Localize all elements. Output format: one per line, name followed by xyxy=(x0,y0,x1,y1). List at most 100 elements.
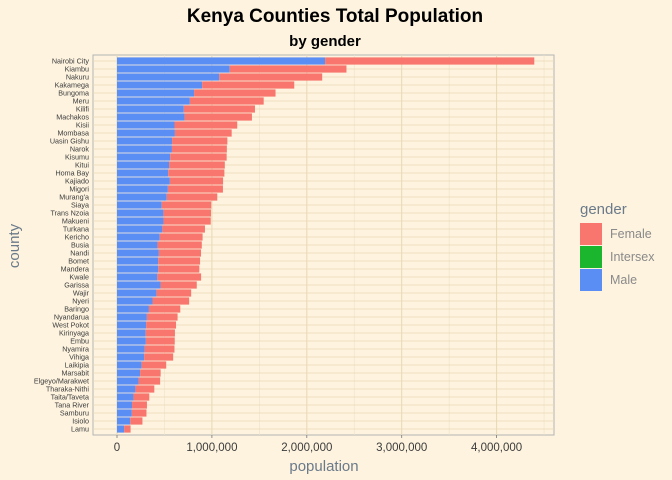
county-tick-label: Turkana xyxy=(63,225,89,234)
county-tick-label: Tana River xyxy=(55,401,90,410)
legend-items: Female Intersex Male xyxy=(580,223,655,291)
legend-title: gender xyxy=(580,201,627,218)
county-tick-labels: Nairobi CityKiambuNakuruKakamegaBungomaM… xyxy=(34,57,90,434)
legend-key-intersex xyxy=(580,246,602,268)
bar-female xyxy=(131,409,147,417)
bar-female xyxy=(124,425,131,433)
legend-key-male xyxy=(580,269,602,291)
county-tick-label: Kirinyaga xyxy=(59,329,89,338)
county-tick-label: Trans Nzoia xyxy=(51,209,89,218)
bar-male xyxy=(117,217,164,225)
bar-male xyxy=(117,353,145,361)
county-tick-label: Siaya xyxy=(71,201,89,210)
county-tick-label: Elgeyo/Marakwet xyxy=(34,377,89,386)
bar-female xyxy=(229,65,347,73)
bar-male xyxy=(117,193,167,201)
bar-female xyxy=(157,273,202,281)
bar-female xyxy=(168,169,225,177)
bar-male xyxy=(117,73,220,81)
bar-female xyxy=(145,337,175,345)
bar-female xyxy=(169,161,225,169)
bar-male xyxy=(117,361,142,369)
chart-title: Kenya Counties Total Population xyxy=(187,6,483,27)
bar-female xyxy=(132,401,147,409)
legend-key-female xyxy=(580,223,602,245)
bar-female xyxy=(219,73,323,81)
bar-male xyxy=(117,369,141,377)
bar-male xyxy=(117,417,131,425)
bar-female xyxy=(141,361,167,369)
county-tick-label: Samburu xyxy=(60,409,89,418)
bar-male xyxy=(117,113,185,121)
bar-female xyxy=(174,129,232,137)
bar-male xyxy=(117,305,149,313)
county-tick-label: Narok xyxy=(70,145,90,154)
bar-female xyxy=(170,153,227,161)
bar-female xyxy=(169,177,224,185)
county-tick-label: Bomet xyxy=(68,257,89,266)
bar-male xyxy=(117,209,164,217)
bar-male xyxy=(117,281,161,289)
bar-male xyxy=(117,345,145,353)
county-tick-label: West Pokot xyxy=(52,321,89,330)
bar-male xyxy=(117,249,159,257)
bar-female xyxy=(146,313,178,321)
county-tick-label: Marsabit xyxy=(61,369,89,378)
county-tick-label: Wajir xyxy=(73,289,90,298)
county-tick-label: Baringo xyxy=(64,305,89,314)
bar-female xyxy=(194,89,276,97)
county-tick-label: Bungoma xyxy=(58,89,89,98)
bar-male xyxy=(117,337,146,345)
bar-female xyxy=(146,321,177,329)
county-tick-label: Kwale xyxy=(69,273,89,282)
bar-male xyxy=(117,145,172,153)
bar-female xyxy=(144,353,174,361)
county-tick-label: Makueni xyxy=(62,217,90,226)
bar-female xyxy=(135,385,155,393)
legend-label-female: Female xyxy=(610,227,652,241)
x-axis-title: population xyxy=(289,458,358,475)
county-tick-label: Mombasa xyxy=(57,129,89,138)
bar-male xyxy=(117,289,157,297)
bar-female xyxy=(174,121,238,129)
bar-female xyxy=(152,297,190,305)
bar-female xyxy=(140,369,161,377)
county-tick-label: Meru xyxy=(73,97,89,106)
county-tick-label: Kakamega xyxy=(55,81,89,90)
bar-male xyxy=(117,297,153,305)
bar-female xyxy=(167,185,223,193)
bar-male xyxy=(117,393,134,401)
legend-label-intersex: Intersex xyxy=(610,250,655,264)
county-tick-label: Taita/Taveta xyxy=(51,393,89,402)
grid-lines xyxy=(93,55,554,435)
bar-female xyxy=(158,265,200,273)
bar-male xyxy=(117,233,160,241)
county-tick-label: Kajiado xyxy=(65,177,89,186)
x-tick-label: 2,000,000 xyxy=(281,442,332,454)
bar-male xyxy=(117,137,173,145)
bar-female xyxy=(189,97,264,105)
bar-male xyxy=(117,161,170,169)
bar-male xyxy=(117,57,326,65)
bar-male xyxy=(117,313,147,321)
x-tick-label: 0 xyxy=(114,442,120,454)
county-tick-label: Nakuru xyxy=(66,73,89,82)
bar-male xyxy=(117,265,159,273)
bar-male xyxy=(117,65,230,73)
bar-female xyxy=(163,209,211,217)
county-tick-label: Kiambu xyxy=(65,65,89,74)
bar-male xyxy=(117,129,175,137)
county-tick-label: Kilifi xyxy=(76,105,90,114)
x-tick-labels: 0 1,000,000 2,000,000 3,000,000 4,000,000 xyxy=(114,435,522,454)
bar-male xyxy=(117,401,133,409)
y-axis-title: county xyxy=(6,223,23,268)
bar-female xyxy=(202,81,295,89)
county-tick-label: Mandera xyxy=(61,265,89,274)
county-tick-label: Nyeri xyxy=(72,297,89,306)
x-tick-label: 4,000,000 xyxy=(471,442,522,454)
county-tick-label: Tharaka-Nithi xyxy=(46,385,90,394)
bar-male xyxy=(117,105,184,113)
bar-male xyxy=(117,201,162,209)
bar-female xyxy=(159,233,203,241)
